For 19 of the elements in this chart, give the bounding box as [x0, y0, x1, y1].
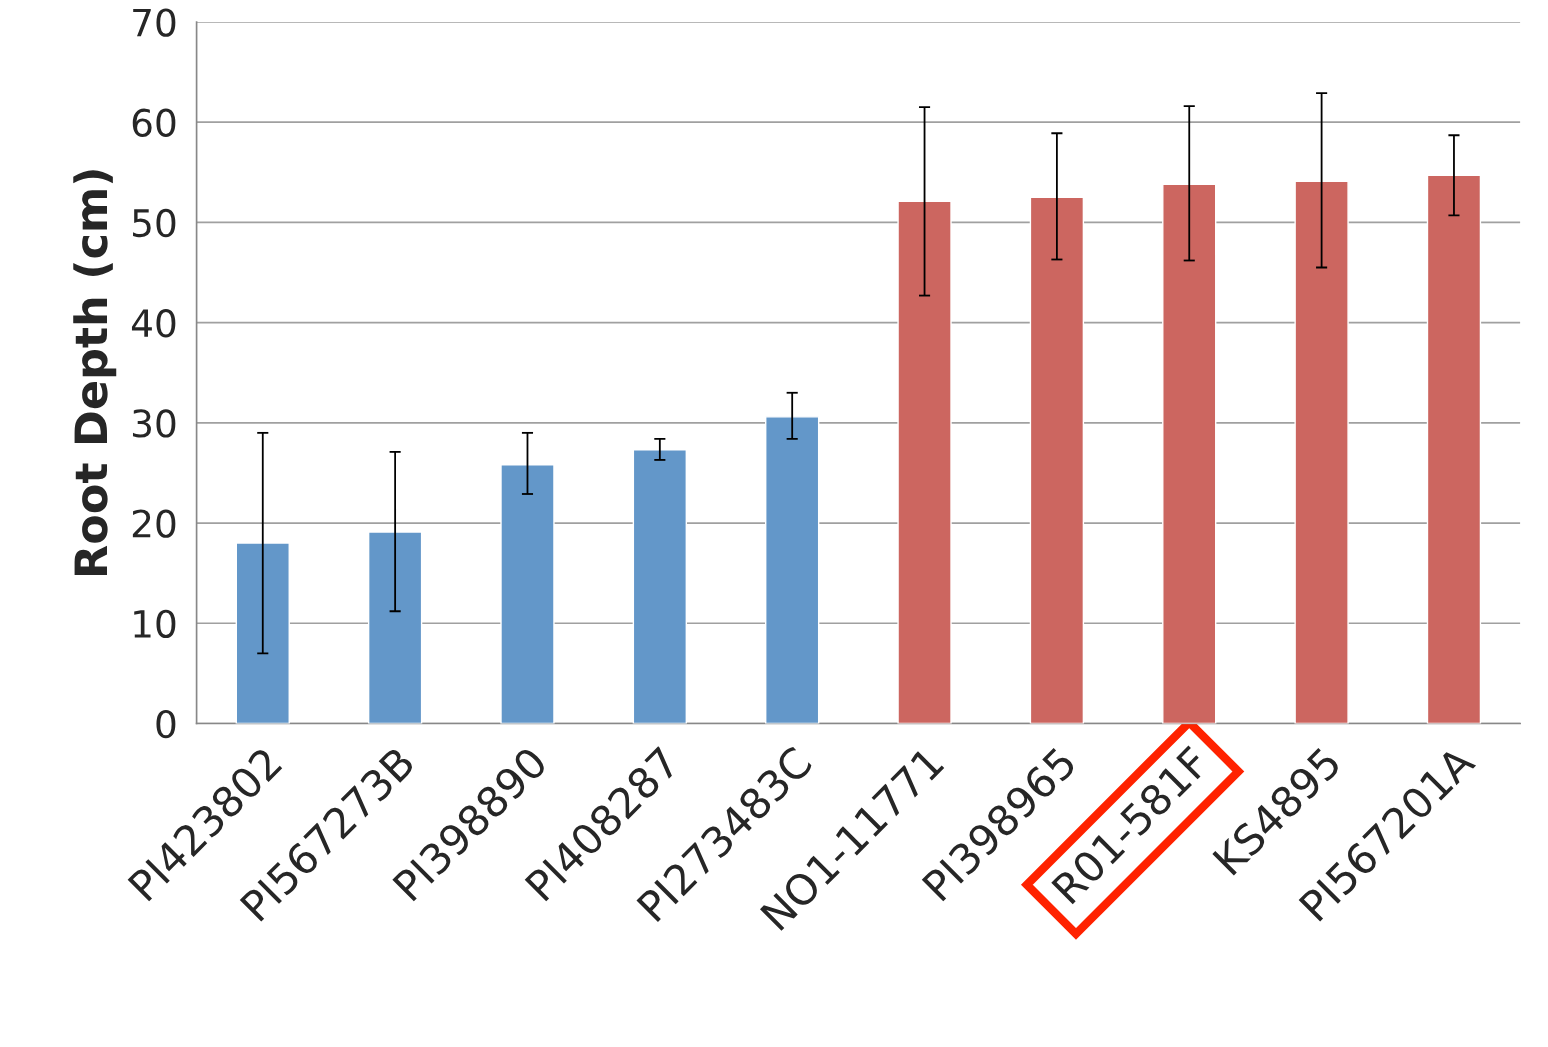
y-tick-label: 50 — [133, 208, 176, 238]
y-tick-label: 10 — [134, 609, 176, 639]
y-tick-label: 0 — [156, 709, 176, 739]
y-axis-title: Root Depth (cm) — [73, 170, 117, 575]
bar — [765, 416, 820, 724]
bar — [632, 449, 688, 724]
y-tick-label: 40 — [131, 309, 176, 338]
bar — [367, 531, 423, 724]
y-tick-label: 70 — [133, 8, 176, 37]
bar — [235, 542, 290, 724]
y-tick-label: 60 — [132, 108, 176, 137]
y-tick-label: 20 — [132, 509, 176, 538]
bar — [897, 200, 952, 724]
y-tick-label: 30 — [132, 409, 176, 438]
bar — [1426, 174, 1482, 724]
bar — [1029, 196, 1085, 724]
bar — [1294, 180, 1349, 724]
bar — [1162, 183, 1217, 724]
bar — [500, 464, 555, 724]
